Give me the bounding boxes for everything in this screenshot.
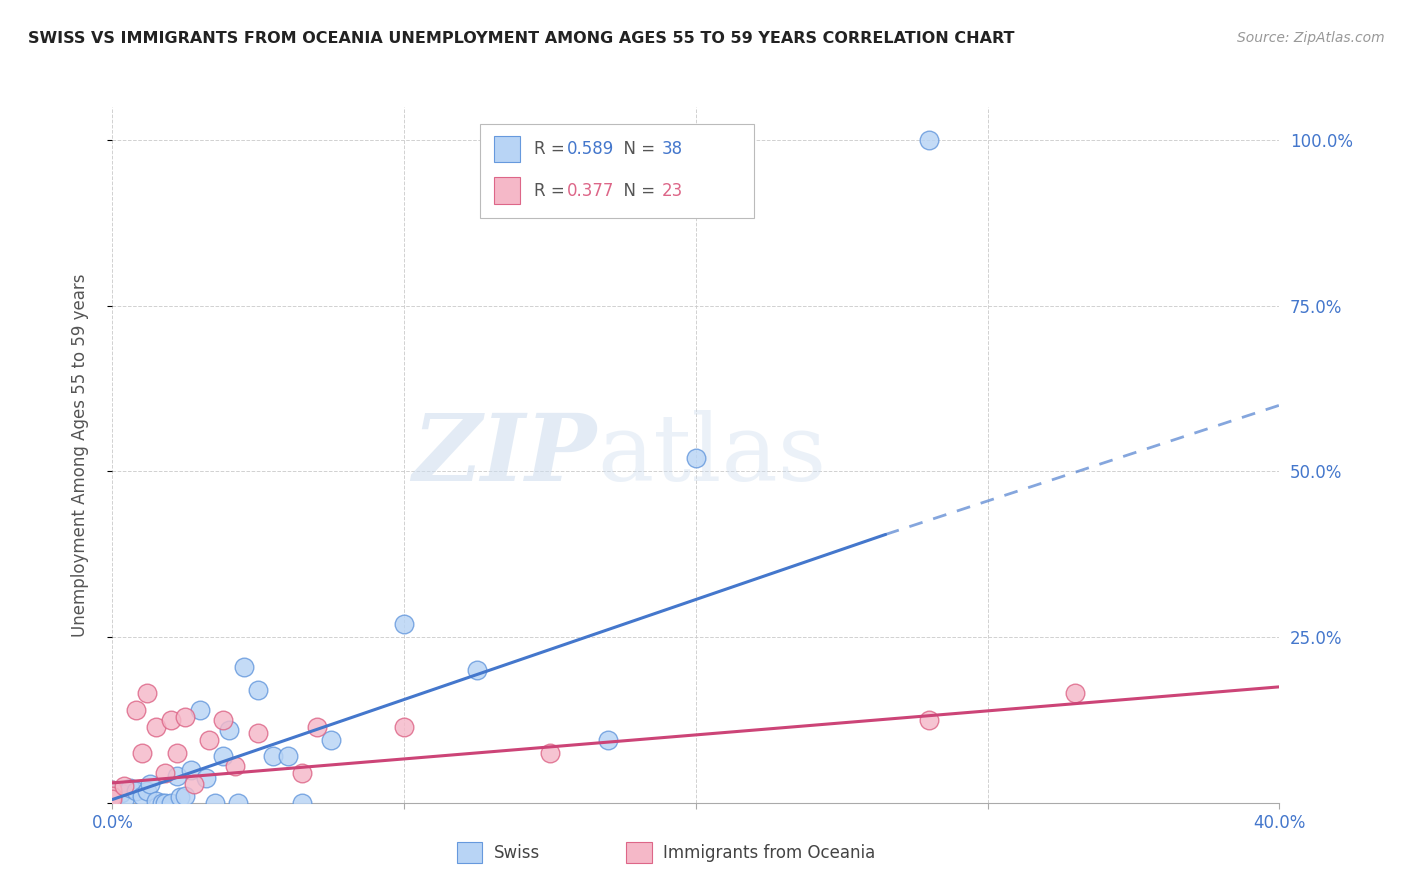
- Point: [101, 792, 124, 806]
- Point: [153, 766, 176, 780]
- Point: [598, 732, 620, 747]
- Point: [131, 789, 153, 804]
- Y-axis label: Unemployment Among Ages 55 to 59 years: Unemployment Among Ages 55 to 59 years: [70, 273, 89, 637]
- FancyBboxPatch shape: [494, 136, 520, 162]
- Point: [101, 789, 124, 804]
- Point: [101, 792, 124, 806]
- Point: [305, 720, 328, 734]
- Point: [139, 777, 162, 791]
- Point: [125, 703, 148, 717]
- Point: [212, 713, 235, 727]
- Text: atlas: atlas: [596, 410, 827, 500]
- Point: [166, 769, 188, 783]
- Text: N =: N =: [613, 140, 661, 158]
- Point: [918, 133, 941, 147]
- Point: [247, 726, 270, 740]
- Point: [101, 795, 124, 809]
- Point: [101, 796, 124, 810]
- FancyBboxPatch shape: [479, 124, 755, 219]
- Point: [212, 749, 235, 764]
- Point: [136, 784, 159, 798]
- Point: [538, 746, 561, 760]
- Point: [394, 616, 416, 631]
- Point: [194, 771, 217, 785]
- Text: 0.589: 0.589: [567, 140, 613, 158]
- FancyBboxPatch shape: [626, 842, 651, 863]
- FancyBboxPatch shape: [494, 178, 520, 203]
- Text: Immigrants from Oceania: Immigrants from Oceania: [664, 844, 876, 862]
- Text: 0.377: 0.377: [567, 182, 614, 200]
- Point: [247, 683, 270, 698]
- Point: [136, 686, 159, 700]
- Point: [174, 709, 197, 723]
- Text: ZIP: ZIP: [412, 410, 596, 500]
- Point: [394, 720, 416, 734]
- Text: SWISS VS IMMIGRANTS FROM OCEANIA UNEMPLOYMENT AMONG AGES 55 TO 59 YEARS CORRELAT: SWISS VS IMMIGRANTS FROM OCEANIA UNEMPLO…: [28, 31, 1015, 46]
- Point: [166, 746, 188, 760]
- Point: [183, 777, 205, 791]
- Point: [145, 720, 167, 734]
- Point: [101, 795, 124, 809]
- Point: [321, 732, 343, 747]
- Text: 38: 38: [662, 140, 683, 158]
- Point: [232, 660, 254, 674]
- Point: [465, 663, 488, 677]
- Point: [112, 793, 135, 807]
- Point: [1064, 686, 1087, 700]
- Point: [204, 796, 226, 810]
- Point: [226, 796, 249, 810]
- Point: [169, 790, 191, 805]
- Point: [174, 789, 197, 804]
- Point: [291, 766, 314, 780]
- Point: [125, 784, 148, 798]
- Point: [918, 713, 941, 727]
- FancyBboxPatch shape: [457, 842, 482, 863]
- Point: [150, 796, 173, 810]
- Text: R =: R =: [534, 182, 569, 200]
- Point: [218, 723, 240, 737]
- Text: 23: 23: [662, 182, 683, 200]
- Point: [160, 713, 183, 727]
- Point: [180, 763, 202, 777]
- Point: [145, 794, 167, 808]
- Point: [262, 749, 284, 764]
- Point: [291, 796, 314, 810]
- Text: N =: N =: [613, 182, 661, 200]
- Point: [224, 759, 246, 773]
- Point: [160, 796, 183, 810]
- Text: Swiss: Swiss: [494, 844, 540, 862]
- Text: Source: ZipAtlas.com: Source: ZipAtlas.com: [1237, 31, 1385, 45]
- Point: [276, 749, 298, 764]
- Point: [197, 732, 219, 747]
- Point: [131, 746, 153, 760]
- Point: [101, 782, 124, 797]
- Point: [101, 782, 124, 797]
- Point: [110, 786, 132, 800]
- Point: [112, 779, 135, 793]
- Point: [188, 703, 211, 717]
- Point: [153, 796, 176, 810]
- Point: [685, 451, 707, 466]
- Point: [101, 788, 124, 802]
- Point: [118, 781, 141, 796]
- Text: R =: R =: [534, 140, 569, 158]
